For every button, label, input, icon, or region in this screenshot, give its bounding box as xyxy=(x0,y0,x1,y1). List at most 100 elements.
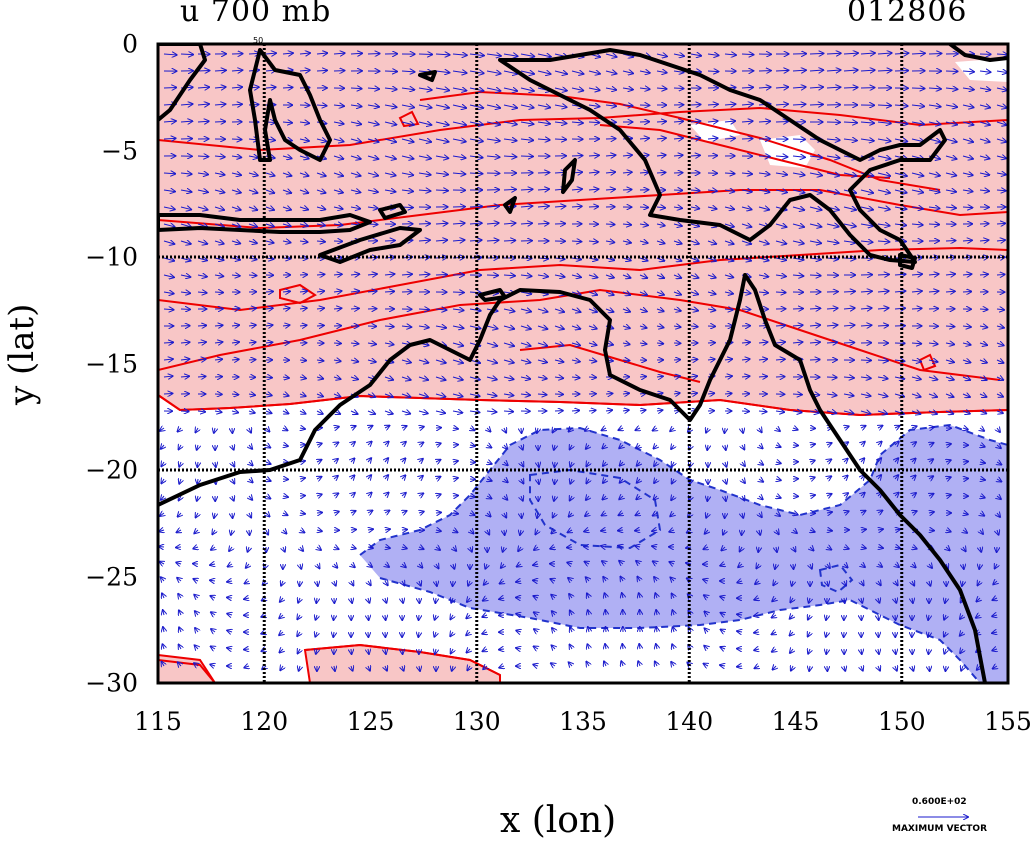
wind-vector xyxy=(435,223,447,224)
wind-vector xyxy=(877,274,889,275)
wind-vector xyxy=(537,122,550,124)
wind-vector xyxy=(520,326,531,329)
wind-vector xyxy=(520,223,532,224)
wind-vector xyxy=(214,224,224,227)
wind-vector xyxy=(197,359,206,360)
wind-vector xyxy=(963,428,968,429)
wind-vector xyxy=(656,71,667,73)
wind-vector xyxy=(877,190,890,193)
wind-vector xyxy=(826,53,841,54)
wind-vector xyxy=(317,460,321,462)
wind-vector xyxy=(487,428,491,432)
wind-vector xyxy=(790,632,793,636)
wind-vector xyxy=(231,87,242,88)
wind-vector xyxy=(334,564,337,568)
wind-vector xyxy=(911,224,923,225)
wind-vector xyxy=(483,649,487,651)
wind-vector xyxy=(436,477,440,479)
wind-vector xyxy=(197,156,208,157)
wind-vector xyxy=(197,411,205,412)
wind-vector xyxy=(877,53,892,54)
wind-vector xyxy=(928,122,940,124)
wind-vector xyxy=(775,292,786,293)
field-title: u 700 mb xyxy=(180,0,332,29)
wind-vector xyxy=(622,292,630,295)
wind-vector xyxy=(211,547,215,550)
wind-vector xyxy=(826,342,837,343)
wind-vector xyxy=(486,71,501,74)
wind-vector xyxy=(979,377,987,380)
wind-vector xyxy=(790,615,793,619)
wind-vector xyxy=(516,648,521,649)
wind-vector xyxy=(265,190,274,193)
wind-vector xyxy=(351,426,356,428)
wind-vector xyxy=(737,631,742,632)
wind-vector xyxy=(418,377,428,380)
wind-vector xyxy=(180,54,193,55)
wind-vector xyxy=(435,105,449,108)
wind-vector xyxy=(351,475,354,479)
wind-vector xyxy=(979,88,990,90)
wind-vector xyxy=(639,88,650,89)
wind-vector xyxy=(401,71,414,72)
wind-vector xyxy=(210,580,215,581)
wind-vector xyxy=(435,71,449,73)
wind-vector xyxy=(282,207,291,210)
wind-vector xyxy=(367,122,379,125)
wind-vector xyxy=(283,428,287,430)
wind-vector xyxy=(894,190,907,193)
wind-vector xyxy=(300,513,305,514)
y-tick-label: −15 xyxy=(85,349,138,378)
wind-vector xyxy=(333,105,344,106)
wind-vector xyxy=(231,224,240,227)
wind-vector xyxy=(299,207,308,210)
wind-vector xyxy=(333,190,343,193)
wind-vector xyxy=(809,70,823,71)
wind-vector xyxy=(246,564,249,568)
wind-vector xyxy=(503,105,517,108)
wind-vector xyxy=(351,511,356,513)
wind-vector xyxy=(792,394,802,395)
wind-vector xyxy=(860,224,873,226)
wind-vector xyxy=(810,444,815,445)
wind-vector xyxy=(758,190,769,192)
wind-vector xyxy=(161,445,164,449)
wind-vector xyxy=(671,662,674,666)
wind-vector xyxy=(402,475,405,479)
wind-vector xyxy=(248,325,256,326)
wind-vector xyxy=(521,513,522,518)
wind-vector xyxy=(773,666,776,670)
wind-vector xyxy=(351,547,356,548)
wind-vector xyxy=(877,207,890,209)
wind-vector xyxy=(367,156,378,159)
wind-vector xyxy=(724,376,732,377)
wind-vector xyxy=(196,513,198,517)
wind-vector xyxy=(962,156,973,159)
wind-vector xyxy=(759,479,763,482)
wind-vector xyxy=(317,530,322,531)
wind-vector xyxy=(656,627,657,632)
wind-vector xyxy=(690,138,700,139)
wind-vector xyxy=(334,547,339,549)
wind-vector xyxy=(775,190,787,192)
wind-vector xyxy=(466,632,470,635)
wind-vector xyxy=(776,445,781,447)
wind-vector xyxy=(160,513,164,516)
wind-vector xyxy=(197,292,207,293)
wind-vector xyxy=(210,596,215,598)
wind-vector xyxy=(860,207,873,210)
wind-vector xyxy=(163,393,172,394)
wind-vector xyxy=(248,411,255,413)
wind-vector xyxy=(265,173,274,176)
wind-vector xyxy=(215,462,216,467)
wind-vector xyxy=(229,547,232,551)
wind-vector xyxy=(945,139,957,142)
wind-vector xyxy=(316,105,327,106)
wind-vector xyxy=(401,326,411,327)
wind-vector xyxy=(231,325,239,326)
wind-vector xyxy=(758,342,767,343)
wind-vector xyxy=(351,581,353,585)
wind-vector xyxy=(316,615,317,620)
wind-vector xyxy=(911,207,923,209)
